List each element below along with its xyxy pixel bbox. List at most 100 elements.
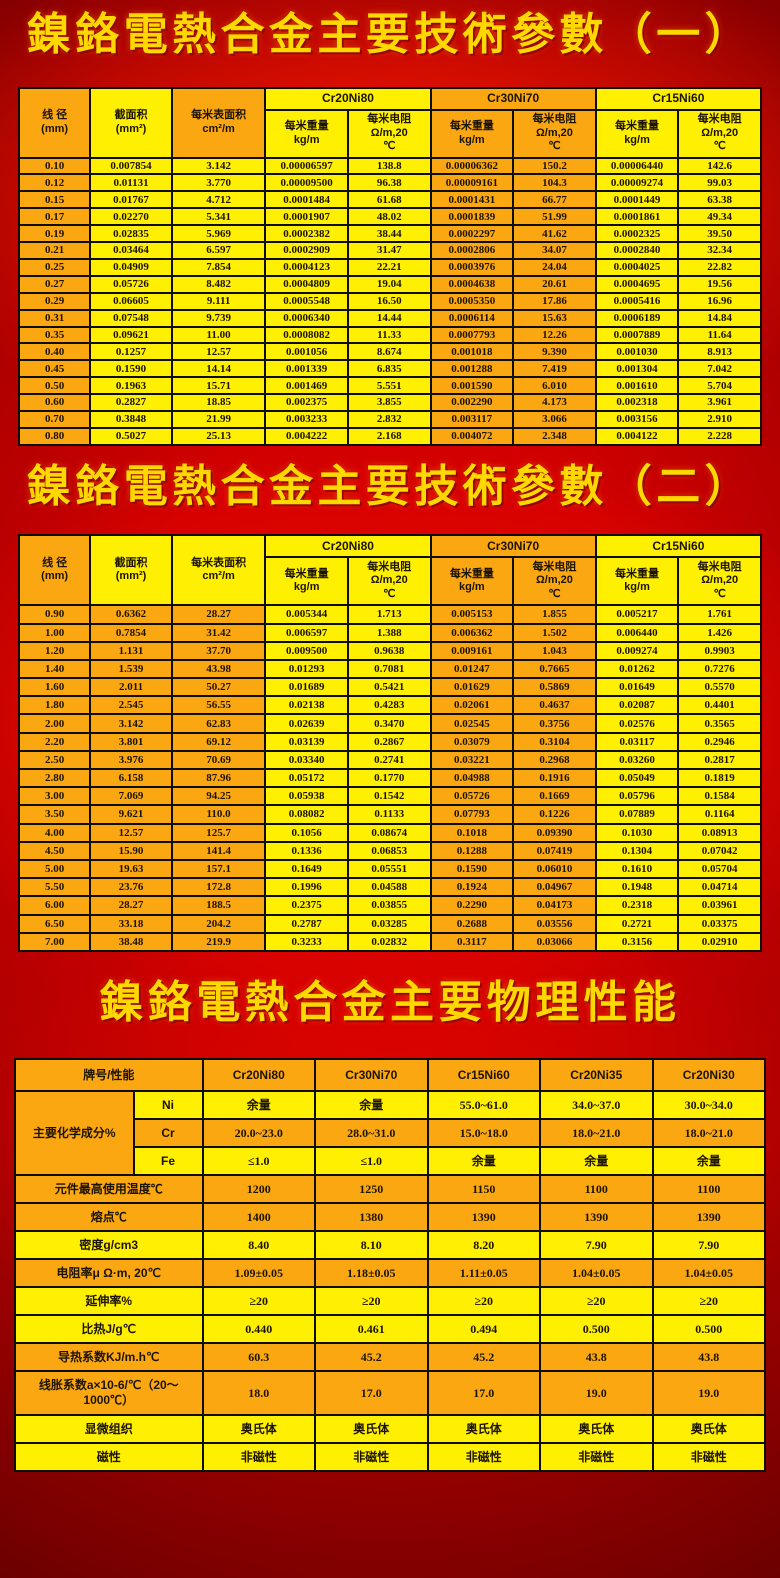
value-cell: 0.461 bbox=[314, 1314, 429, 1345]
value-cell: 50.27 bbox=[170, 677, 267, 698]
value-cell: 0.2721 bbox=[594, 913, 680, 934]
table-row: 0.80 0.5027 25.13 0.004222 2.168 0.004072 2.34… bbox=[17, 426, 762, 446]
value-cell: 0.07793 bbox=[429, 804, 515, 825]
value-cell: 0.07548 bbox=[89, 308, 173, 328]
wire-diameter-cell: 4.00 bbox=[17, 822, 92, 843]
value-cell: 24.04 bbox=[512, 257, 597, 277]
wire-diameter-cell: 0.21 bbox=[17, 241, 92, 260]
grade-property-header: 牌号/性能 bbox=[14, 1058, 204, 1093]
value-cell: 1380 bbox=[314, 1202, 429, 1233]
value-cell: 0.0003976 bbox=[429, 257, 515, 277]
value-cell: 0.03961 bbox=[677, 895, 762, 916]
value-cell: 8.913 bbox=[677, 342, 762, 362]
table-row: 0.60 0.2827 18.85 0.002375 3.855 0.002290 4.17… bbox=[17, 393, 762, 412]
value-cell: 0.005217 bbox=[594, 604, 680, 625]
value-cell: 39.50 bbox=[677, 224, 762, 244]
value-cell: 0.03464 bbox=[89, 241, 173, 260]
value-cell: 9.111 bbox=[170, 291, 267, 311]
value-cell: 1390 bbox=[539, 1202, 654, 1233]
value-cell: 2.832 bbox=[346, 409, 432, 429]
value-cell: 0.01649 bbox=[594, 677, 680, 698]
value-cell: 0.7081 bbox=[346, 658, 432, 680]
value-cell: 2.545 bbox=[89, 695, 173, 716]
physical-properties-table: 牌号/性能 Cr20Ni80 Cr30Ni70 Cr15Ni60 Cr20Ni35 Cr2… bbox=[14, 1058, 766, 1473]
value-cell: 56.55 bbox=[170, 695, 267, 716]
value-cell: 奥氏体 bbox=[426, 1414, 541, 1445]
value-cell: 0.02910 bbox=[677, 931, 762, 952]
value-cell: 7.069 bbox=[89, 786, 173, 807]
tech-params-table-1: 线 径 (mm) 截面积 (mm²) 每米表面积 cm²/m Cr20Ni80 Cr30… bbox=[17, 86, 763, 446]
value-cell: 1.09±0.05 bbox=[201, 1258, 316, 1289]
section-tech-params-1: 鎳鉻電熱合金主要技術參數（一） 线 径 (mm) 截面积 (mm²) 每米表面积 c… bbox=[0, 0, 780, 446]
value-cell: 奥氏体 bbox=[539, 1414, 654, 1445]
alloy-header: Cr15Ni60 bbox=[594, 86, 763, 111]
value-cell: 0.001339 bbox=[264, 359, 349, 379]
property-label: 元件最高使用温度℃ bbox=[14, 1174, 204, 1205]
value-cell: 2.348 bbox=[512, 426, 597, 446]
value-cell: 15.63 bbox=[512, 308, 597, 328]
value-cell: ≥20 bbox=[651, 1286, 766, 1317]
wire-diameter-cell: 0.27 bbox=[17, 274, 92, 294]
value-cell: 41.62 bbox=[512, 224, 597, 244]
value-cell: 0.1669 bbox=[512, 786, 597, 807]
value-cell: 0.1770 bbox=[346, 768, 432, 789]
wire-diameter-cell: 1.40 bbox=[17, 658, 92, 680]
value-cell: 1.761 bbox=[677, 604, 762, 625]
value-cell: 0.08674 bbox=[346, 822, 432, 843]
wire-diameter-cell: 0.35 bbox=[17, 325, 92, 345]
value-cell: 0.0001839 bbox=[429, 207, 515, 227]
value-cell: 0.4401 bbox=[677, 695, 762, 716]
value-cell: 1.426 bbox=[677, 622, 762, 643]
value-cell: 余量 bbox=[314, 1090, 429, 1121]
value-cell: 138.8 bbox=[346, 156, 432, 176]
value-cell: 0.0001907 bbox=[264, 207, 349, 227]
value-cell: 0.05726 bbox=[89, 274, 173, 294]
value-cell: 150.2 bbox=[512, 156, 597, 176]
value-cell: 余量 bbox=[426, 1146, 541, 1177]
value-cell: 0.005153 bbox=[429, 604, 515, 625]
value-cell: 0.03079 bbox=[429, 731, 515, 752]
weight-per-meter-header: 每米重量 kg/m bbox=[429, 108, 515, 159]
value-cell: 0.2968 bbox=[512, 749, 597, 771]
column-header: 每米表面积 cm²/m bbox=[170, 534, 267, 607]
value-cell: 0.2946 bbox=[677, 731, 762, 752]
value-cell: 0.500 bbox=[651, 1314, 766, 1345]
value-cell: 7.90 bbox=[539, 1230, 654, 1261]
value-cell: 141.4 bbox=[170, 840, 267, 861]
table-row: 显微组织 奥氏体 奥氏体 奥氏体 奥氏体 奥氏体 bbox=[14, 1414, 766, 1445]
value-cell: 3.142 bbox=[170, 156, 267, 176]
value-cell: 45.2 bbox=[426, 1342, 541, 1373]
wire-diameter-cell: 0.25 bbox=[17, 257, 92, 277]
value-cell: 104.3 bbox=[512, 173, 597, 193]
value-cell: 0.0007889 bbox=[594, 325, 680, 345]
value-cell: 0.5570 bbox=[677, 677, 762, 698]
wire-diameter-cell: 2.00 bbox=[17, 713, 92, 734]
value-cell: 15.0~18.0 bbox=[426, 1118, 541, 1149]
value-cell: 0.004122 bbox=[594, 426, 680, 446]
value-cell: 37.70 bbox=[170, 640, 267, 661]
value-cell: 0.2867 bbox=[346, 731, 432, 752]
value-cell: 0.002290 bbox=[429, 393, 515, 412]
value-cell: 0.0004809 bbox=[264, 274, 349, 294]
wire-diameter-cell: 0.31 bbox=[17, 308, 92, 328]
value-cell: 8.482 bbox=[170, 274, 267, 294]
table-row: 0.27 0.05726 8.482 0.0004809 19.04 0.0004638 2… bbox=[17, 274, 762, 294]
value-cell: 0.0002382 bbox=[264, 224, 349, 244]
value-cell: 17.0 bbox=[314, 1370, 429, 1417]
section-physical-properties: 鎳鉻電熱合金主要物理性能 牌号/性能 Cr20Ni80 Cr30Ni70 Cr15Ni… bbox=[0, 952, 780, 1473]
alloy-header: Cr20Ni80 bbox=[201, 1058, 316, 1093]
value-cell: 0.9903 bbox=[677, 640, 762, 661]
wire-diameter-cell: 5.00 bbox=[17, 858, 92, 880]
table-row: 0.90 0.6362 28.27 0.005344 1.713 0.005153 1.85… bbox=[17, 604, 762, 625]
value-cell: 0.3156 bbox=[594, 931, 680, 952]
wire-diameter-cell: 4.50 bbox=[17, 840, 92, 861]
value-cell: 69.12 bbox=[170, 731, 267, 752]
value-cell: 0.00006362 bbox=[429, 156, 515, 176]
value-cell: 0.001610 bbox=[594, 376, 680, 396]
wire-diameter-cell: 0.90 bbox=[17, 604, 92, 625]
table-row: 4.50 15.90 141.4 0.1336 0.06853 0.1288 0.07419… bbox=[17, 840, 762, 861]
value-cell: 0.1819 bbox=[677, 768, 762, 789]
value-cell: 0.0001861 bbox=[594, 207, 680, 227]
value-cell: 0.3233 bbox=[264, 931, 349, 952]
value-cell: 0.009161 bbox=[429, 640, 515, 661]
